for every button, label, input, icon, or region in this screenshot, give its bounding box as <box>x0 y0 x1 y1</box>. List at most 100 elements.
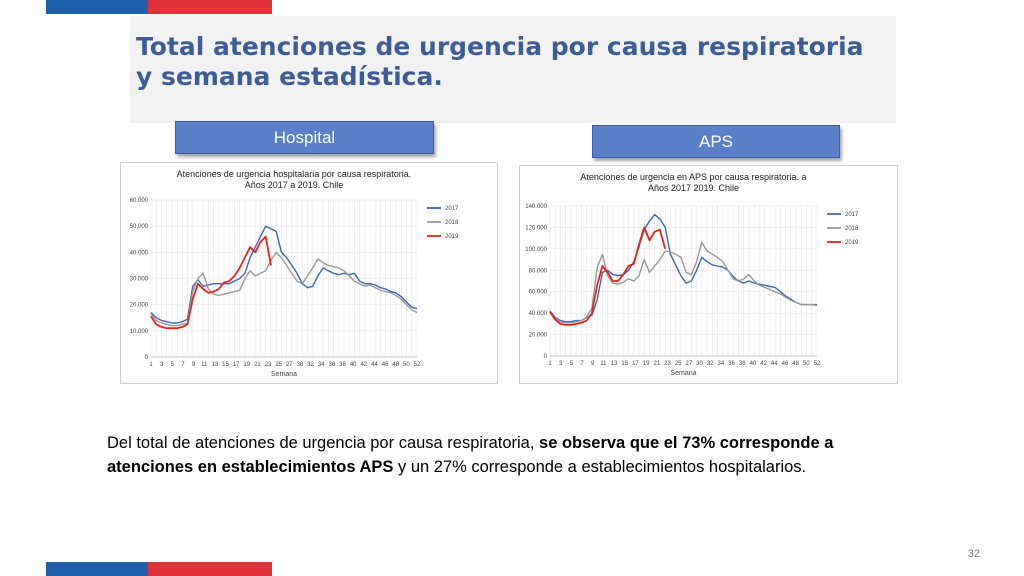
x-tick-label: 1 <box>548 361 552 367</box>
series-line-2018 <box>549 241 818 324</box>
series-line-2017 <box>150 225 418 324</box>
legend-label-2019: 2019 <box>845 240 859 246</box>
x-tick-label: 36 <box>329 362 336 368</box>
bottom-bar-blue <box>46 562 148 576</box>
y-tick-label: 60.000 <box>130 198 149 204</box>
x-tick-label: 52 <box>814 361 821 367</box>
x-tick-label: 21 <box>653 361 660 367</box>
x-tick-label: 42 <box>360 362 367 368</box>
x-axis-title: Semana <box>271 371 297 378</box>
y-tick-label: 120.000 <box>525 225 547 231</box>
y-tick-label: 40.000 <box>529 311 548 317</box>
x-tick-label: 40 <box>350 362 357 368</box>
x-tick-label: 19 <box>243 362 250 368</box>
description-part2: y un 27% corresponde a establecimientos … <box>393 458 807 476</box>
y-tick-label: 20.000 <box>529 333 548 339</box>
x-tick-label: 34 <box>318 362 325 368</box>
x-tick-label: 50 <box>403 362 410 368</box>
x-tick-label: 52 <box>414 362 421 368</box>
y-tick-label: 80.000 <box>529 268 548 274</box>
x-axis-title: Semana <box>670 370 696 377</box>
x-tick-label: 13 <box>211 362 218 368</box>
x-tick-label: 11 <box>600 361 607 367</box>
hospital-chart-svg: Atenciones de urgencia hospitalaria por … <box>130 169 459 378</box>
description-text: Del total de atenciones de urgencia por … <box>107 431 907 479</box>
legend-label-2018: 2018 <box>845 226 859 232</box>
x-tick-label: 34 <box>718 361 725 367</box>
x-tick-label: 46 <box>382 362 389 368</box>
x-tick-label: 7 <box>181 362 185 368</box>
x-tick-label: 9 <box>192 362 196 368</box>
x-tick-label: 1 <box>149 362 153 368</box>
x-tick-label: 44 <box>371 362 378 368</box>
y-tick-label: 100.000 <box>525 247 547 253</box>
x-tick-label: 3 <box>559 361 563 367</box>
x-tick-label: 44 <box>771 361 778 367</box>
x-tick-label: 17 <box>632 361 639 367</box>
y-tick-label: 30.000 <box>130 277 149 283</box>
page-number: 32 <box>967 548 980 560</box>
legend-label-2017: 2017 <box>845 212 859 218</box>
x-tick-label: 23 <box>664 361 671 367</box>
x-tick-label: 30 <box>696 361 703 367</box>
y-tick-label: 0 <box>544 354 548 360</box>
x-tick-label: 32 <box>307 362 314 368</box>
y-tick-label: 0 <box>145 355 149 361</box>
x-tick-label: 19 <box>643 361 650 367</box>
x-tick-label: 5 <box>570 361 574 367</box>
x-tick-label: 17 <box>233 362 240 368</box>
legend-label-2017: 2017 <box>445 206 459 212</box>
chart-title-line2: Años 2017 2019. Chile <box>648 183 739 193</box>
y-tick-label: 50.000 <box>130 224 149 230</box>
x-tick-label: 23 <box>265 362 272 368</box>
hospital-chart: Atenciones de urgencia hospitalaria por … <box>120 162 498 384</box>
x-tick-label: 48 <box>792 361 799 367</box>
title-panel <box>130 16 896 123</box>
x-tick-label: 27 <box>286 362 293 368</box>
x-tick-label: 21 <box>254 362 261 368</box>
slide-title: Total atenciones de urgencia por causa r… <box>136 32 864 91</box>
x-tick-label: 25 <box>275 362 282 368</box>
y-tick-label: 20.000 <box>130 303 149 309</box>
y-tick-label: 10.000 <box>130 329 149 335</box>
chart-title-line1: Atenciones de urgencia en APS por causa … <box>580 172 806 182</box>
y-tick-label: 140.000 <box>525 204 547 210</box>
series-line-2019 <box>150 235 272 330</box>
x-tick-label: 9 <box>591 361 595 367</box>
aps-chart: Atenciones de urgencia en APS por causa … <box>519 165 898 384</box>
x-tick-label: 3 <box>160 362 164 368</box>
x-tick-label: 32 <box>707 361 714 367</box>
legend-label-2019: 2019 <box>445 234 459 240</box>
x-tick-label: 38 <box>739 361 746 367</box>
x-tick-label: 50 <box>803 361 810 367</box>
series-line-2017 <box>549 213 817 323</box>
bottom-bar-red <box>148 562 272 576</box>
series-line-2019 <box>549 226 667 326</box>
chart-title-line2: Años 2017 a 2019. Chile <box>245 180 344 190</box>
description-bold: se observa que el 73% corresponde a aten… <box>107 434 834 476</box>
top-bar-blue <box>46 0 148 14</box>
y-tick-label: 60.000 <box>529 290 548 296</box>
x-tick-label: 27 <box>685 361 692 367</box>
x-tick-label: 5 <box>171 362 175 368</box>
top-bar-red <box>148 0 272 14</box>
aps-tab: APS <box>592 125 840 158</box>
chart-title-line1: Atenciones de urgencia hospitalaria por … <box>177 169 412 179</box>
x-tick-label: 13 <box>611 361 618 367</box>
x-tick-label: 7 <box>580 361 584 367</box>
description-part1: Del total de atenciones de urgencia por … <box>107 434 540 452</box>
x-tick-label: 46 <box>782 361 789 367</box>
x-tick-label: 25 <box>675 361 682 367</box>
x-tick-label: 30 <box>297 362 304 368</box>
y-tick-label: 40.000 <box>130 250 149 256</box>
x-tick-label: 42 <box>760 361 767 367</box>
x-tick-label: 15 <box>222 362 229 368</box>
x-tick-label: 48 <box>392 362 399 368</box>
legend-label-2018: 2018 <box>445 220 459 226</box>
hospital-tab: Hospital <box>175 121 434 154</box>
x-tick-label: 15 <box>621 361 628 367</box>
x-tick-label: 11 <box>201 362 208 368</box>
x-tick-label: 38 <box>339 362 346 368</box>
series-line-2018 <box>150 251 418 327</box>
x-tick-label: 36 <box>728 361 735 367</box>
